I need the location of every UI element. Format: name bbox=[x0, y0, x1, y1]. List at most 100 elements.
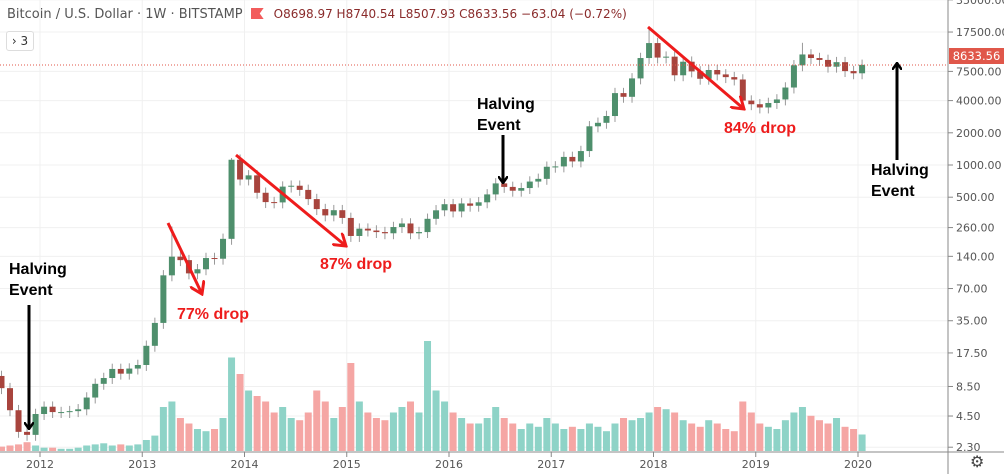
x-tick-label: 2020 bbox=[844, 458, 872, 471]
candle bbox=[671, 56, 678, 76]
candle bbox=[739, 79, 746, 101]
candle bbox=[705, 69, 712, 79]
low-value: L8507.93 bbox=[399, 7, 456, 21]
volume-bar bbox=[15, 444, 23, 451]
gear-icon[interactable]: ⚙ bbox=[970, 452, 985, 471]
volume-bar bbox=[432, 390, 440, 451]
x-tick-label: 2013 bbox=[128, 458, 156, 471]
x-tick-label: 2015 bbox=[333, 458, 361, 471]
volume-bar bbox=[781, 420, 789, 451]
volume-bar bbox=[40, 447, 48, 451]
x-tick-label: 2012 bbox=[26, 458, 54, 471]
y-tick-label: 7500.00 bbox=[956, 65, 1002, 78]
x-tick-label: 2018 bbox=[640, 458, 668, 471]
candle bbox=[697, 71, 704, 79]
x-tick-label: 2019 bbox=[742, 458, 770, 471]
high-value: H8740.54 bbox=[336, 7, 396, 21]
volume-bar bbox=[602, 431, 610, 451]
candle bbox=[620, 93, 627, 97]
candle bbox=[0, 375, 5, 389]
volume-bar bbox=[747, 412, 755, 451]
candle bbox=[381, 232, 388, 234]
candle bbox=[731, 77, 738, 80]
volume-bar bbox=[108, 445, 116, 451]
volume-bar bbox=[219, 418, 227, 451]
volume-bar bbox=[338, 407, 346, 451]
volume-bar bbox=[125, 445, 133, 451]
volume-bar bbox=[270, 412, 278, 451]
drop-label-1: 77% drop bbox=[177, 306, 250, 323]
volume-bar bbox=[637, 418, 645, 451]
candle bbox=[330, 210, 337, 216]
candle bbox=[416, 232, 423, 234]
open-value: O8698.97 bbox=[273, 7, 333, 21]
volume-bar bbox=[594, 426, 602, 451]
candle bbox=[680, 61, 687, 76]
volume-bar bbox=[620, 418, 628, 451]
volume-bar bbox=[74, 447, 82, 451]
volume-bar bbox=[185, 423, 193, 451]
volume-bar bbox=[6, 445, 14, 451]
candle bbox=[160, 275, 167, 323]
volume-bar bbox=[526, 423, 534, 451]
halving-label-1: Halving Event bbox=[9, 261, 67, 299]
volume-bar bbox=[168, 401, 176, 451]
volume-bar bbox=[764, 426, 772, 451]
volume-bar bbox=[304, 412, 312, 451]
candle bbox=[569, 156, 576, 162]
candle bbox=[15, 410, 22, 432]
candle bbox=[586, 126, 593, 152]
candle bbox=[825, 59, 832, 67]
volume-bar bbox=[159, 407, 167, 451]
halving-label-3: Halving Event bbox=[871, 162, 929, 200]
candle bbox=[756, 104, 763, 108]
candle bbox=[458, 203, 465, 212]
candle bbox=[816, 58, 823, 60]
volume-bar bbox=[211, 429, 219, 451]
candle bbox=[126, 368, 133, 374]
candle bbox=[467, 203, 474, 206]
candle bbox=[441, 204, 448, 211]
candle bbox=[373, 230, 380, 233]
volume-bar bbox=[858, 434, 866, 451]
indicators-toggle-button[interactable]: › 3 bbox=[6, 31, 34, 51]
volume-bar bbox=[441, 401, 449, 451]
volume-bar bbox=[798, 407, 806, 451]
price-axis[interactable]: 35000.00 17500.00 7500.00 4000.00 2000.00 100… bbox=[947, 0, 1004, 474]
flag-icon[interactable] bbox=[250, 8, 264, 19]
time-axis[interactable]: 2012 2013 2014 2015 2016 2017 2018 2019 2020 bbox=[0, 451, 1004, 471]
candle bbox=[92, 383, 99, 398]
candle bbox=[151, 322, 158, 346]
candle bbox=[484, 194, 491, 203]
candle bbox=[398, 223, 405, 228]
candle bbox=[833, 62, 840, 67]
candles bbox=[0, 26, 866, 441]
volume-bar bbox=[449, 412, 457, 451]
volume-bar bbox=[415, 412, 423, 451]
volume-bar bbox=[841, 426, 849, 451]
volume-bar bbox=[49, 447, 57, 451]
candle bbox=[228, 159, 235, 239]
candle bbox=[688, 61, 695, 72]
candle bbox=[32, 414, 39, 435]
volume-bar bbox=[475, 423, 483, 451]
volume-bar bbox=[406, 401, 414, 451]
y-tick-label: 140.00 bbox=[956, 250, 995, 263]
symbol-title[interactable]: Bitcoin / U.S. Dollar · 1W · BITSTAMP bbox=[7, 7, 243, 22]
x-tick-label: 2017 bbox=[537, 458, 565, 471]
y-tick-label: 500.00 bbox=[956, 191, 995, 204]
volume-bar bbox=[117, 444, 125, 451]
volume-bar bbox=[330, 418, 338, 451]
volume-bar bbox=[756, 423, 764, 451]
volume-bar bbox=[696, 426, 704, 451]
volume-bar bbox=[611, 423, 619, 451]
y-tick-label: 35.00 bbox=[956, 315, 988, 328]
candle bbox=[611, 93, 618, 117]
candle bbox=[211, 258, 218, 260]
volume-bar bbox=[645, 412, 653, 451]
volume-bar bbox=[296, 420, 304, 451]
volume-bar bbox=[100, 443, 108, 451]
annotation-arrows bbox=[29, 25, 897, 428]
